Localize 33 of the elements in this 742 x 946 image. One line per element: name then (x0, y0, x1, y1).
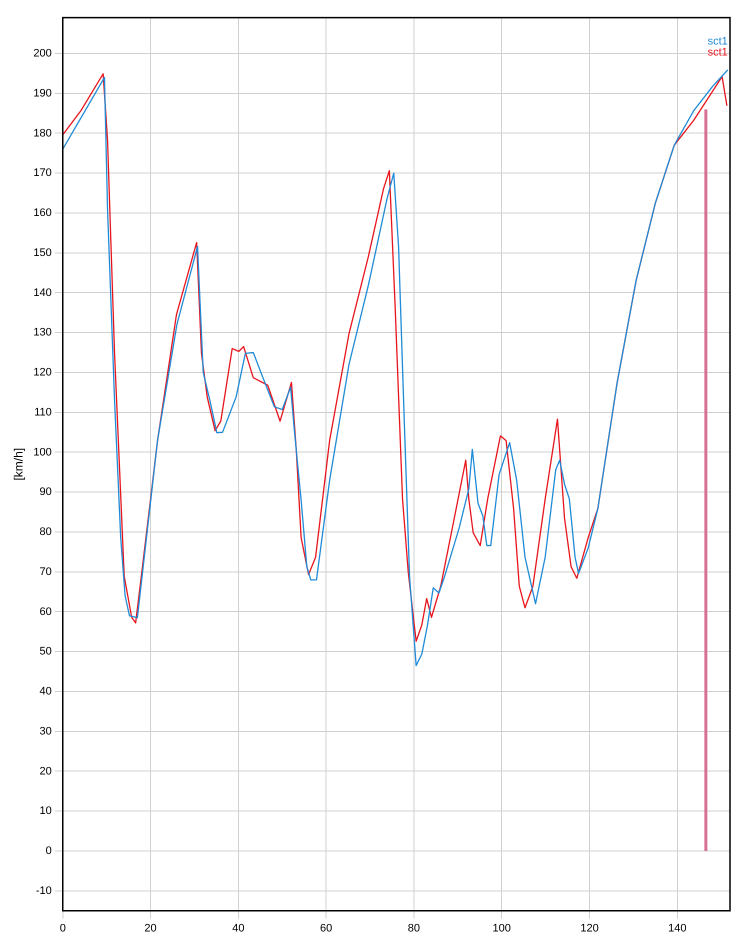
y-tick-label: 110 (34, 406, 52, 418)
y-tick-label: 70 (40, 566, 52, 578)
y-tick-label: 180 (33, 127, 52, 140)
y-axis-title: [km/h] (12, 448, 26, 481)
y-tick-label: 120 (33, 366, 52, 379)
y-tick-label: 30 (40, 725, 52, 738)
x-tick-label: 40 (232, 922, 244, 934)
y-tick-label: 90 (40, 486, 52, 498)
x-tick-label: 100 (492, 922, 511, 934)
y-tick-label: 80 (40, 526, 52, 538)
x-tick-label: 60 (320, 922, 332, 934)
y-tick-label: -10 (36, 884, 52, 897)
y-tick-label: 50 (40, 646, 52, 658)
x-tick-label: 0 (60, 922, 66, 934)
y-tick-label: 10 (40, 805, 52, 818)
y-tick-label: 150 (33, 246, 52, 259)
y-tick-label: 130 (33, 326, 52, 339)
x-tick-label: 80 (408, 922, 420, 934)
x-tick-label: 140 (668, 922, 686, 934)
y-tick-label: 60 (40, 606, 52, 618)
y-tick-label: 140 (33, 286, 52, 299)
y-tick-label: 170 (33, 167, 52, 180)
y-tick-label: 160 (33, 207, 52, 220)
y-tick-label: 100 (33, 446, 52, 458)
y-tick-label: 40 (40, 686, 52, 698)
series-label: sct1 (708, 46, 728, 58)
y-tick-label: 200 (33, 48, 52, 60)
x-tick-label: 120 (580, 922, 599, 934)
text: sct1 (708, 35, 728, 48)
x-tick-label: 20 (144, 922, 157, 934)
y-tick-label: 0 (46, 845, 52, 858)
y-tick-label: 190 (33, 87, 52, 100)
y-tick-label: 20 (40, 765, 52, 778)
